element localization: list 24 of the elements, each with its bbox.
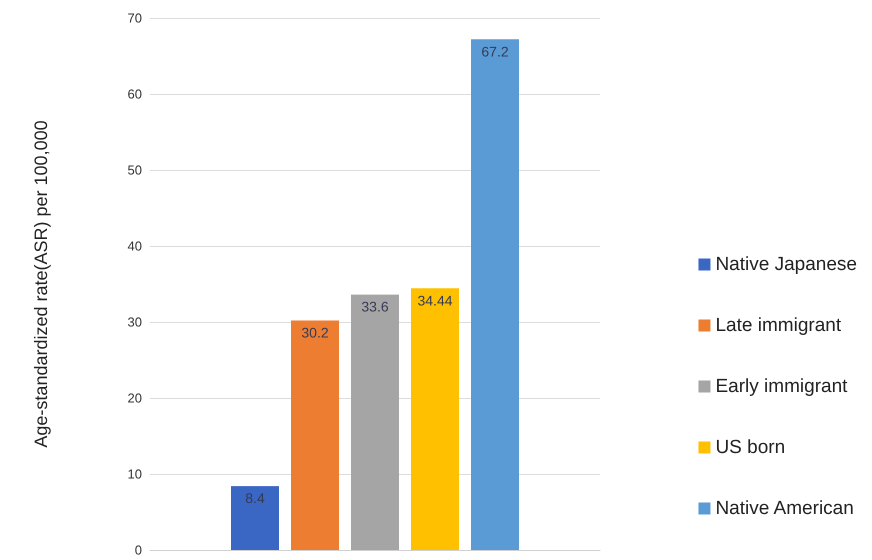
y-tick-label: 50 — [128, 162, 142, 178]
bar — [411, 288, 459, 550]
y-tick-label: 20 — [128, 390, 142, 406]
legend-label: Native Japanese — [715, 254, 858, 275]
y-tick-label: 10 — [128, 466, 142, 482]
y-axis-title: Age-standardized rate(ASR) per 100,000 — [31, 120, 51, 448]
bar — [231, 486, 279, 550]
legend-label: US born — [715, 437, 786, 458]
y-tick-label: 60 — [128, 86, 142, 102]
data-label: 33.6 — [361, 298, 389, 315]
y-tick-label: 0 — [134, 542, 142, 558]
y-tick-label: 70 — [128, 10, 142, 26]
data-label: 8.4 — [245, 490, 265, 506]
data-label: 67.2 — [481, 43, 509, 60]
bar — [291, 320, 339, 550]
legend-label: Early immigrant — [715, 376, 848, 397]
data-label: 30.2 — [301, 324, 329, 340]
bar — [471, 39, 519, 550]
data-label: 34.44 — [417, 292, 453, 308]
y-tick-label: 30 — [128, 314, 142, 330]
y-tick-label: 40 — [128, 238, 142, 254]
legend-label: Late immigrant — [715, 315, 842, 336]
bar — [351, 294, 399, 550]
legend-label: Native American — [715, 498, 854, 519]
